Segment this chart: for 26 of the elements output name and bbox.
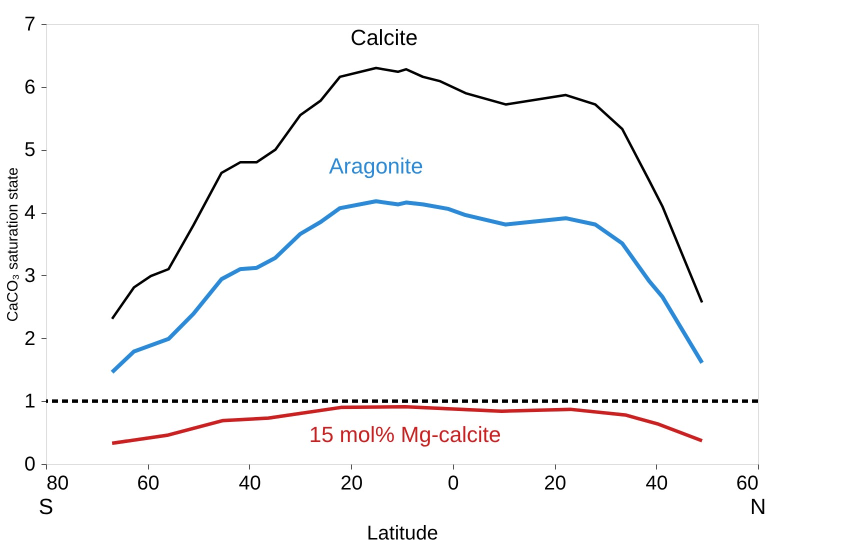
series-label: Calcite (350, 25, 418, 50)
x-tick-label: 20 (340, 472, 363, 494)
y-tick-label: 3 (24, 264, 36, 287)
x-tick-label: 60 (137, 472, 160, 494)
y-tick-label: 6 (24, 76, 36, 98)
line-series (110, 199, 704, 374)
x-tick-label: 20 (544, 472, 566, 494)
text: N (750, 494, 766, 519)
line-series (110, 66, 704, 320)
y-tick-label: 5 (24, 139, 36, 162)
series-label: Aragonite (328, 153, 424, 178)
series-label: 15 mol% Mg-calcite (309, 422, 502, 447)
y-tick-label: 0 (24, 454, 36, 476)
y-tick-label: 4 (24, 202, 36, 224)
text: S (38, 494, 54, 519)
y-axis-title: CaCO₃ saturation state (4, 167, 22, 322)
y-tick-label: 1 (24, 390, 36, 413)
line-series (110, 405, 704, 446)
x-tick-label: 0 (448, 472, 459, 494)
y-tick-label: 7 (24, 14, 36, 36)
x-tick-label: 40 (238, 472, 262, 494)
y-tick-label: 2 (24, 328, 36, 350)
x-axis-title: Latitude (366, 522, 438, 544)
x-tick-label: 40 (646, 472, 668, 494)
x-tick-label: 80 (46, 472, 69, 494)
x-tick-label: 60 (736, 472, 758, 494)
